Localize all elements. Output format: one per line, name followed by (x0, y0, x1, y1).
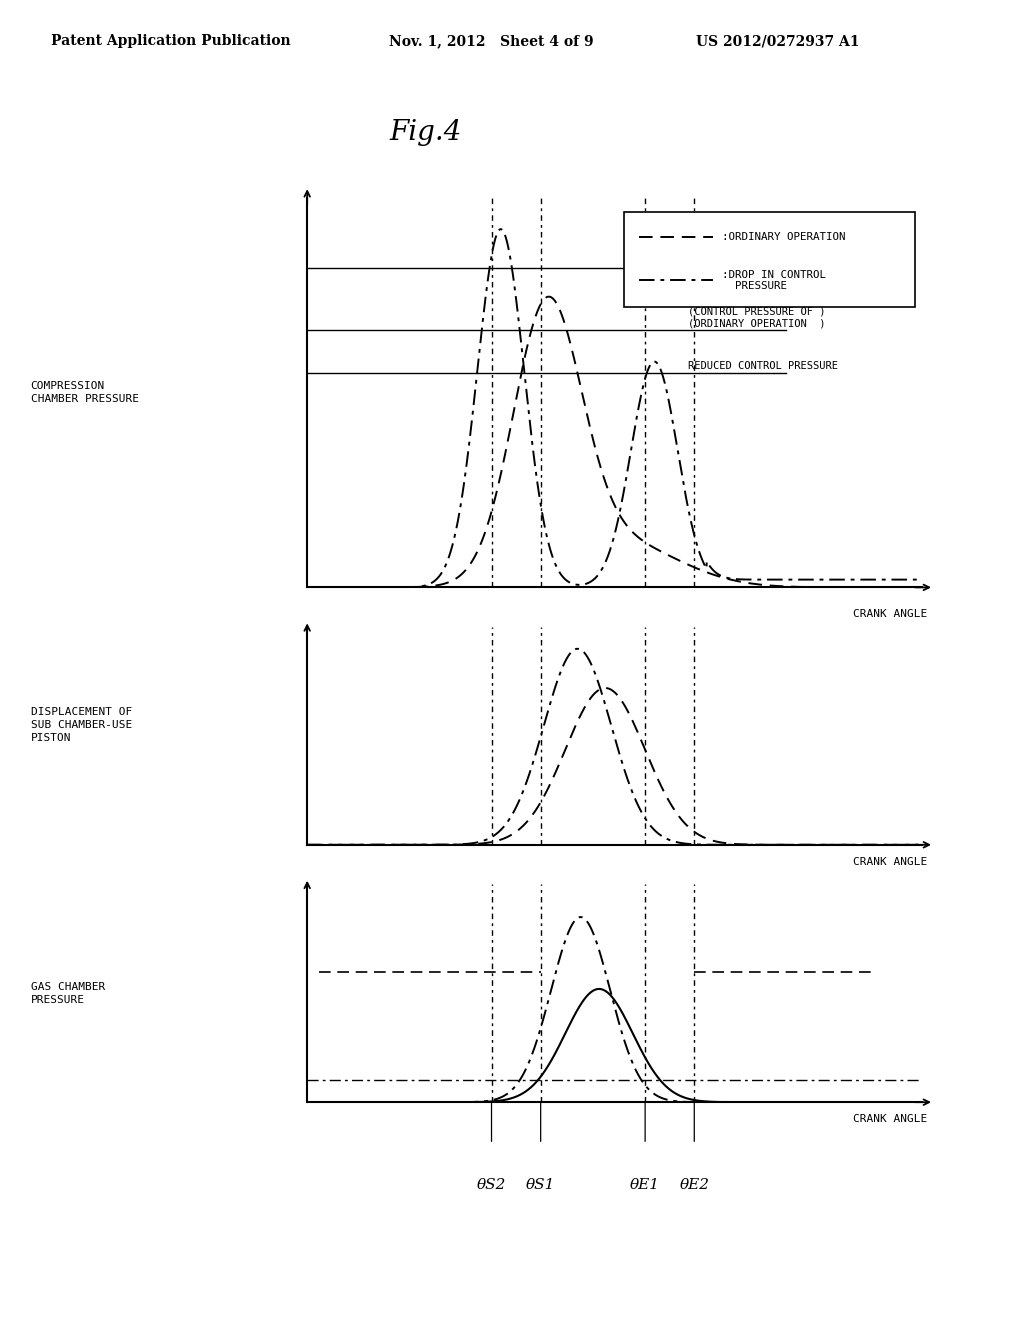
Text: Nov. 1, 2012   Sheet 4 of 9: Nov. 1, 2012 Sheet 4 of 9 (389, 34, 594, 49)
Text: CRANK ANGLE: CRANK ANGLE (853, 857, 928, 867)
Text: PRESSURE CAUSING
ABNORMAL COMBUSTION: PRESSURE CAUSING ABNORMAL COMBUSTION (688, 244, 807, 267)
Text: TARGET PRESSURE
(CONTROL PRESSURE OF )
(ORDINARY OPERATION  ): TARGET PRESSURE (CONTROL PRESSURE OF ) (… (688, 296, 825, 329)
Text: :DROP IN CONTROL
  PRESSURE: :DROP IN CONTROL PRESSURE (722, 269, 826, 292)
Text: θE2: θE2 (679, 1179, 710, 1192)
Text: Fig.4: Fig.4 (389, 119, 462, 145)
Text: CRANK ANGLE: CRANK ANGLE (853, 609, 928, 619)
Text: θE1: θE1 (630, 1179, 660, 1192)
Text: US 2012/0272937 A1: US 2012/0272937 A1 (696, 34, 860, 49)
Text: CRANK ANGLE: CRANK ANGLE (853, 1114, 928, 1125)
Text: REDUCED CONTROL PRESSURE: REDUCED CONTROL PRESSURE (688, 362, 838, 371)
Text: :ORDINARY OPERATION: :ORDINARY OPERATION (722, 232, 846, 243)
Text: DISPLACEMENT OF
SUB CHAMBER-USE
PISTON: DISPLACEMENT OF SUB CHAMBER-USE PISTON (31, 706, 132, 743)
Text: GAS CHAMBER
PRESSURE: GAS CHAMBER PRESSURE (31, 982, 105, 1005)
Text: Patent Application Publication: Patent Application Publication (51, 34, 291, 49)
Text: θS2: θS2 (477, 1179, 506, 1192)
Text: COMPRESSION
CHAMBER PRESSURE: COMPRESSION CHAMBER PRESSURE (31, 381, 138, 404)
Bar (624, 211, 915, 308)
Text: θS1: θS1 (526, 1179, 555, 1192)
